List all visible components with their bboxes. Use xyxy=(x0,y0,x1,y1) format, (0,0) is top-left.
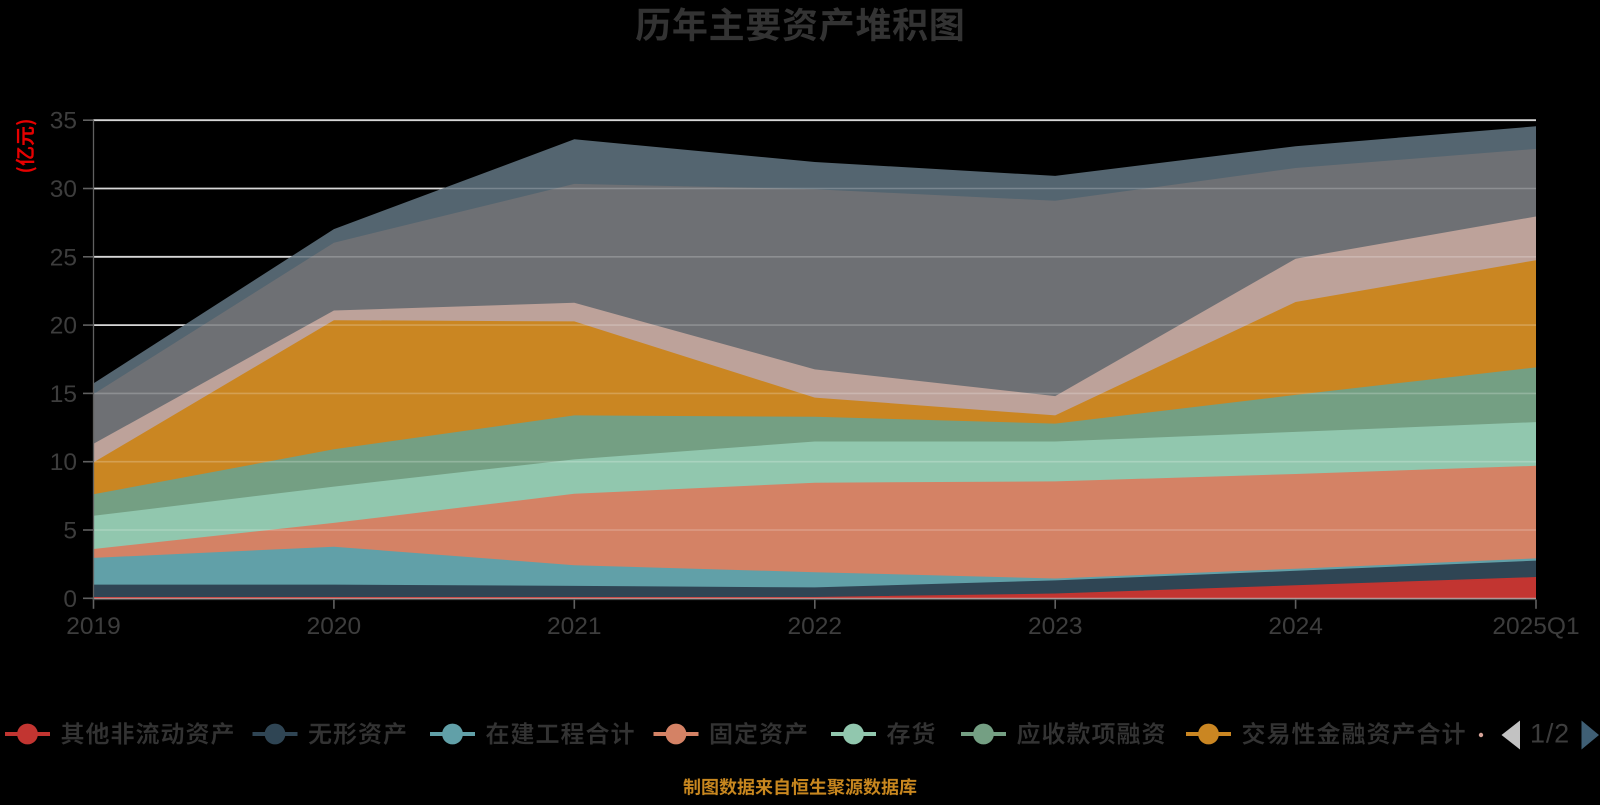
svg-text:25: 25 xyxy=(50,244,77,271)
svg-text:30: 30 xyxy=(50,176,77,203)
svg-text:15: 15 xyxy=(50,381,77,408)
svg-text:10: 10 xyxy=(50,449,77,476)
svg-text:0: 0 xyxy=(63,586,77,613)
svg-text:2023: 2023 xyxy=(1028,613,1083,640)
svg-text:2022: 2022 xyxy=(788,613,843,640)
svg-text:2019: 2019 xyxy=(66,613,121,640)
svg-text:20: 20 xyxy=(50,313,77,340)
svg-text:2021: 2021 xyxy=(547,613,602,640)
svg-text:2025Q1: 2025Q1 xyxy=(1492,613,1579,640)
svg-text:2020: 2020 xyxy=(307,613,362,640)
svg-text:5: 5 xyxy=(63,518,77,545)
svg-text:2024: 2024 xyxy=(1268,613,1323,640)
svg-text:35: 35 xyxy=(50,108,77,135)
svg-text:1/2: 1/2 xyxy=(1530,719,1570,749)
